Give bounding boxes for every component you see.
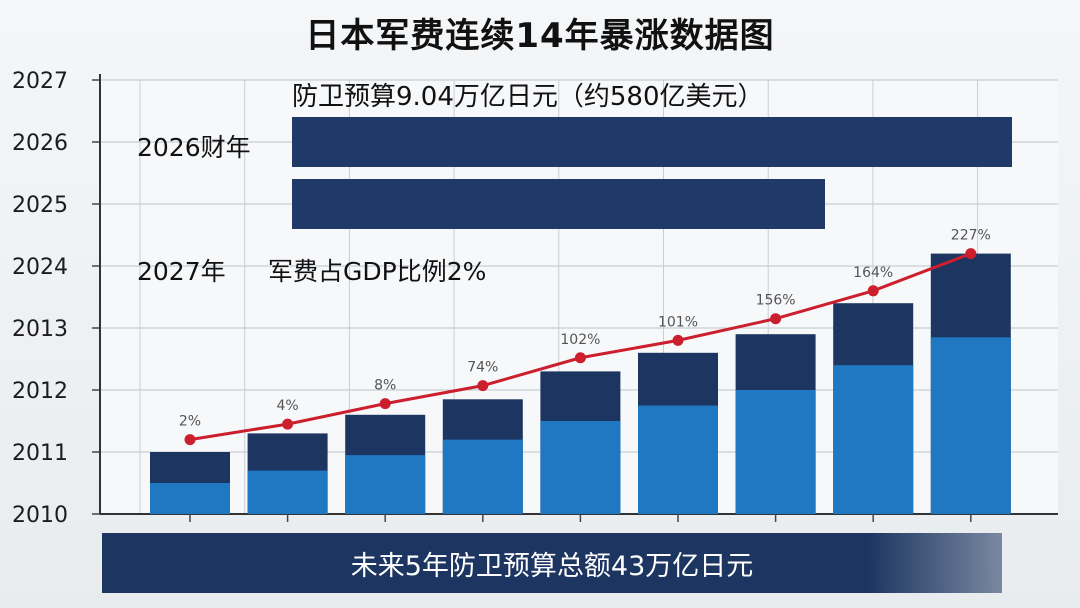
bar-light-segment	[247, 470, 328, 514]
bar-light-segment	[150, 483, 230, 514]
growth-label: 8%	[374, 378, 396, 394]
budget-annotation: 防卫预算9.04万亿日元（约580亿美元）	[292, 82, 764, 112]
growth-label: 156%	[756, 293, 796, 309]
chart-title: 日本军费连续14年暴涨数据图	[305, 16, 775, 56]
horizontal-bar-2025	[292, 179, 825, 229]
fy2026-label: 2026财年	[137, 133, 251, 162]
y-tick-label: 2012	[12, 379, 68, 404]
bar-light-segment	[833, 365, 914, 514]
bar-light-segment	[442, 439, 523, 514]
growth-label: 227%	[951, 228, 991, 244]
growth-point	[574, 352, 586, 364]
growth-label: 101%	[658, 314, 698, 330]
bar-light-segment	[540, 421, 621, 514]
growth-point	[965, 248, 977, 260]
year-2027-label: 2027年	[137, 257, 226, 286]
growth-point	[184, 434, 196, 446]
gdp-ratio-label: 军费占GDP比例2%	[268, 257, 487, 286]
growth-label: 74%	[467, 360, 498, 376]
growth-point	[867, 285, 879, 297]
bar-light-segment	[735, 390, 816, 514]
growth-point	[770, 313, 782, 325]
footer-banner: 未来5年防卫预算总额43万亿日元	[102, 533, 1002, 593]
growth-label: 102%	[560, 332, 600, 348]
footer-text: 未来5年防卫预算总额43万亿日元	[350, 550, 754, 582]
y-tick-label: 2025	[12, 193, 68, 218]
horizontal-bar-2026	[292, 117, 1012, 167]
growth-label: 2%	[179, 414, 201, 430]
bar-light-segment	[930, 337, 1011, 514]
growth-point	[282, 418, 294, 430]
growth-point	[672, 334, 684, 346]
growth-label: 4%	[276, 398, 298, 414]
y-tick-label: 2010	[12, 503, 68, 528]
y-tick-label: 2027	[12, 69, 68, 94]
growth-point	[379, 398, 391, 410]
growth-point	[477, 380, 489, 392]
y-tick-label: 2024	[12, 255, 68, 280]
y-tick-label: 2011	[12, 441, 68, 466]
growth-label: 164%	[853, 265, 893, 281]
y-tick-label: 2026	[12, 131, 68, 156]
bar-light-segment	[345, 455, 426, 514]
bar-light-segment	[638, 405, 718, 514]
y-tick-label: 2013	[12, 317, 68, 342]
